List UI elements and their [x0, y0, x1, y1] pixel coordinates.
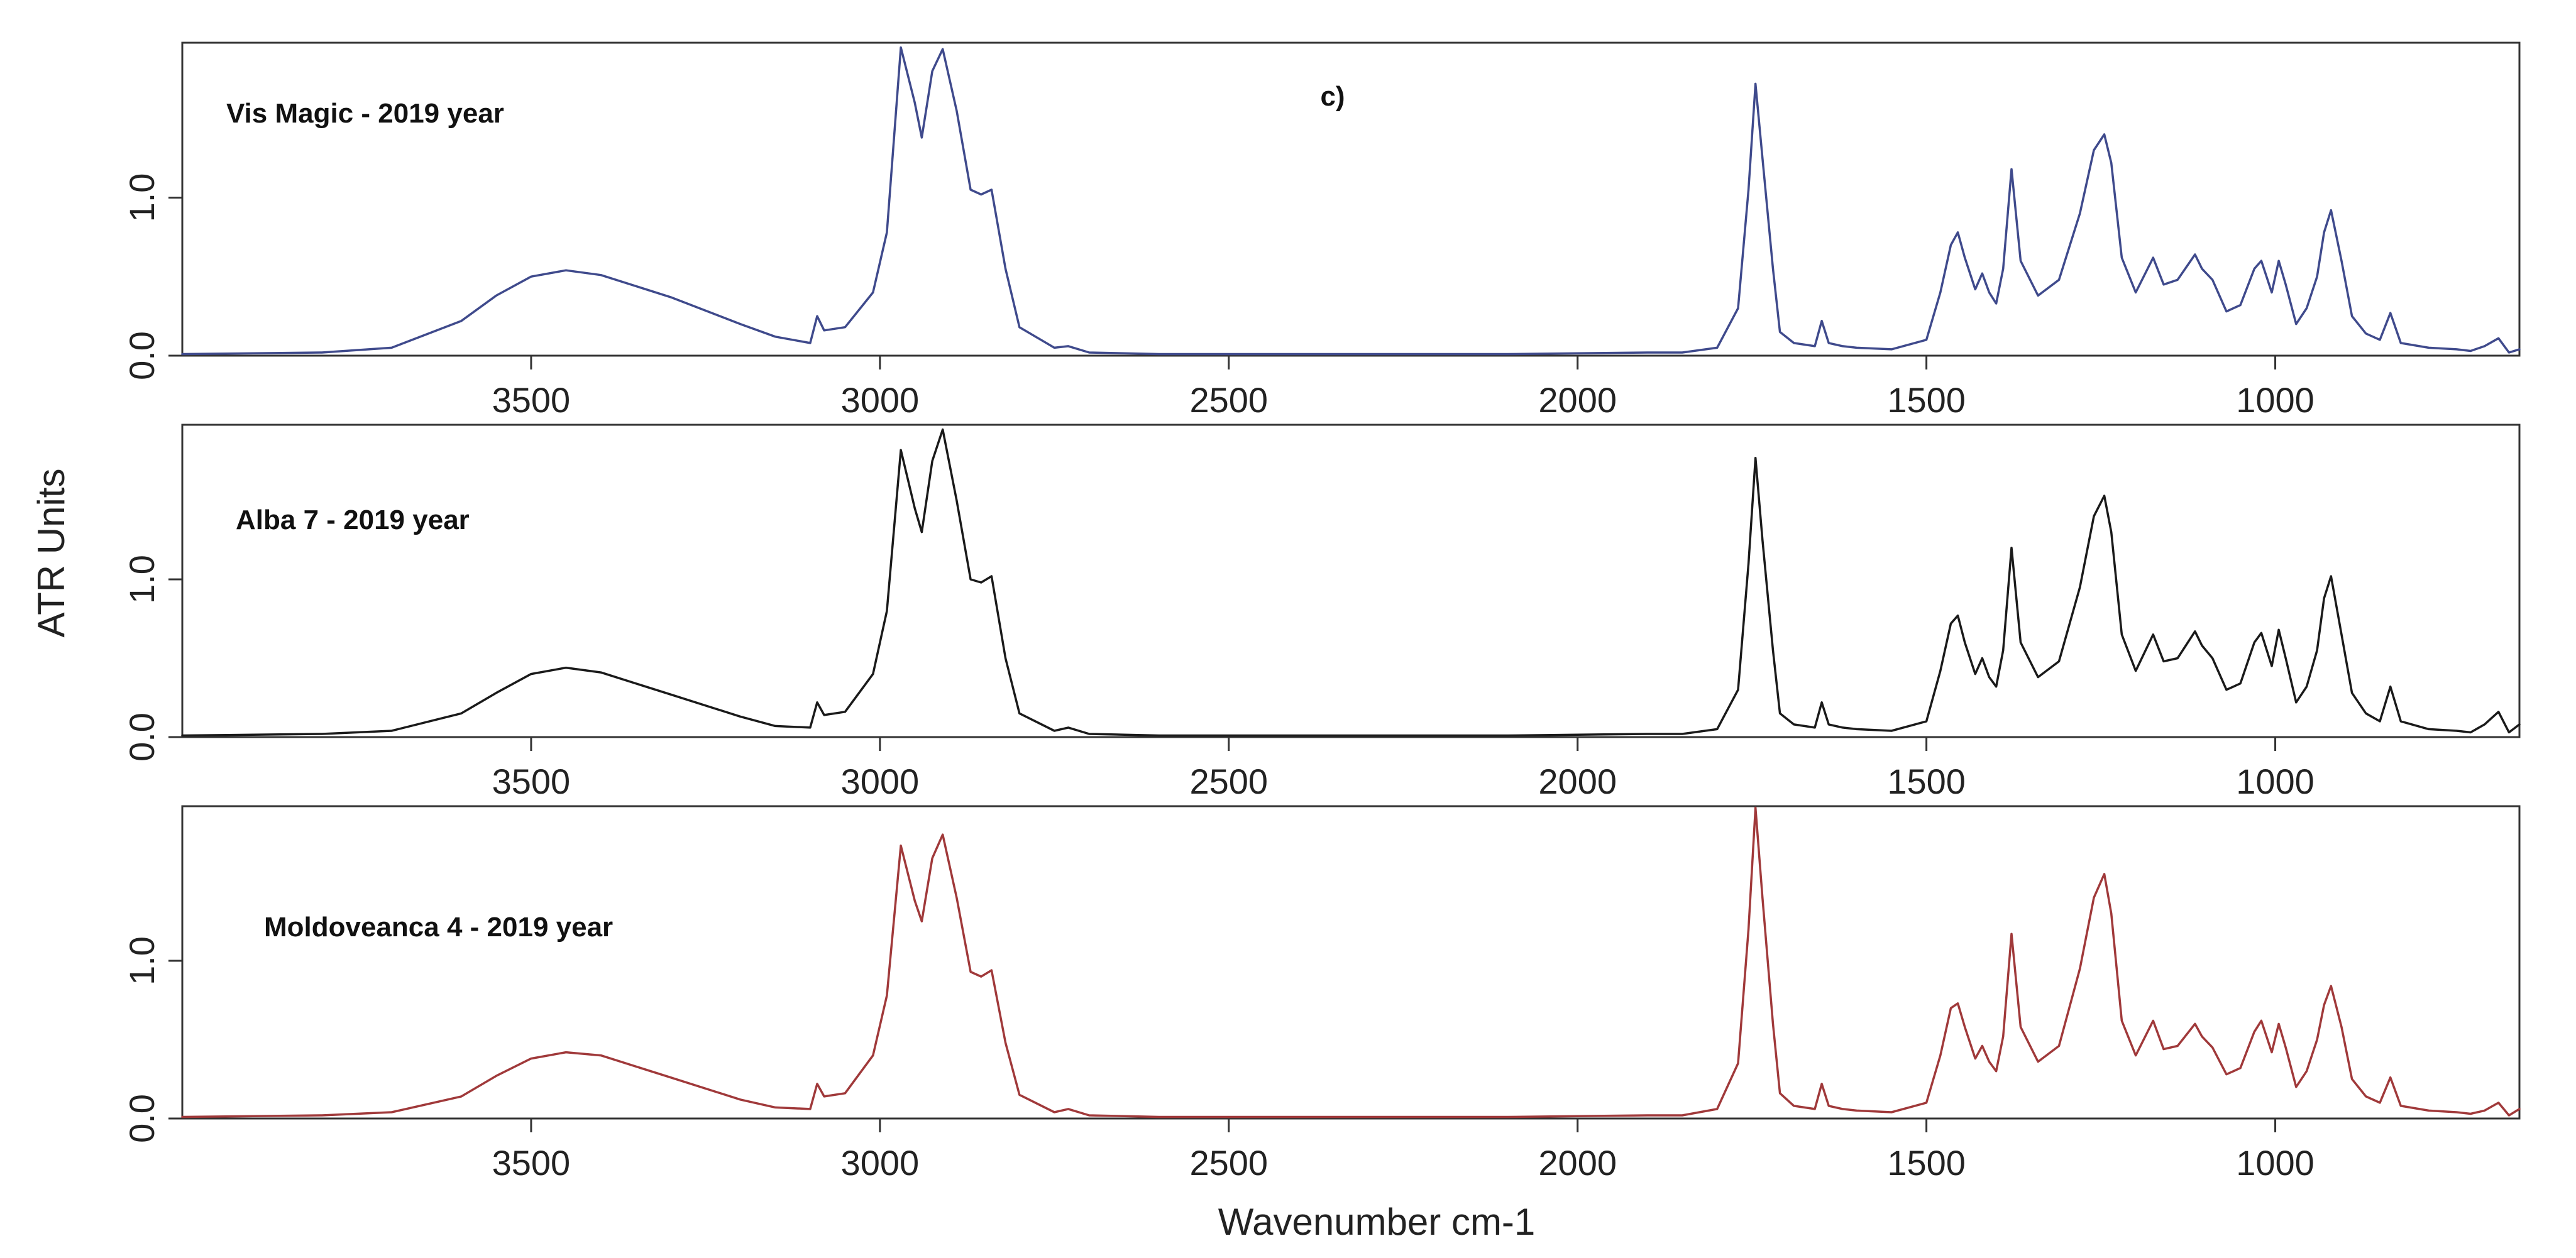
panel-frame [181, 424, 2521, 738]
x-tick-label: 2000 [1538, 762, 1617, 801]
panel-tag: c) [1320, 81, 1345, 112]
panel-3: 3500 3000 2500 2000 1500 1000 0.0 1.0 Moldoveanc… [122, 805, 2521, 1183]
panel-frame [181, 805, 2521, 1120]
x-tick-label: 1500 [1887, 380, 1966, 420]
x-tick-label: 3500 [492, 380, 571, 420]
x-tick-label: 3500 [492, 762, 571, 801]
x-tick-label: 3000 [841, 762, 920, 801]
x-tick-label: 1000 [2236, 1143, 2315, 1183]
x-tick-label: 1500 [1887, 1143, 1966, 1183]
x-tick-label: 2000 [1538, 380, 1617, 420]
x-tick-label: 1500 [1887, 762, 1966, 801]
spectrum-line [181, 46, 2521, 356]
series-label: Vis Magic - 2019 year [226, 98, 504, 129]
x-tick-label: 3000 [841, 1143, 920, 1183]
panel-2: 3500 3000 2500 2000 1500 1000 0.0 1.0 Alba 7 - 2… [122, 424, 2521, 801]
x-tick-label: 1000 [2236, 762, 2315, 801]
y-tick-label: 1.0 [122, 173, 162, 222]
y-tick-label: 0.0 [122, 1094, 162, 1143]
series-label: Alba 7 - 2019 year [236, 505, 470, 535]
y-tick-label: 0.0 [122, 331, 162, 380]
x-tick-label: 2000 [1538, 1143, 1617, 1183]
panel-frame [181, 41, 2521, 357]
panel-1: 3500 3000 2500 2000 1500 1000 0.0 1.0 Vis Magic … [122, 41, 2521, 420]
spectrum-line [181, 806, 2521, 1119]
spectrum-line [181, 428, 2521, 737]
spectra-panels: 3500 3000 2500 2000 1500 1000 0.0 1.0 Vis Magic … [122, 41, 2521, 1183]
x-axis-title: Wavenumber cm-1 [1218, 1201, 1536, 1243]
x-tick-label: 1000 [2236, 380, 2315, 420]
y-axis-title: ATR Units [30, 469, 72, 638]
y-tick-label: 1.0 [122, 555, 162, 604]
x-tick-label: 2500 [1189, 1143, 1268, 1183]
x-tick-label: 3500 [492, 1143, 571, 1183]
y-tick-label: 1.0 [122, 936, 162, 985]
y-tick-label: 0.0 [122, 713, 162, 762]
series-label: Moldoveanca 4 - 2019 year [264, 912, 613, 943]
x-tick-label: 2500 [1189, 380, 1268, 420]
x-tick-label: 3000 [841, 380, 920, 420]
x-tick-label: 2500 [1189, 762, 1268, 801]
